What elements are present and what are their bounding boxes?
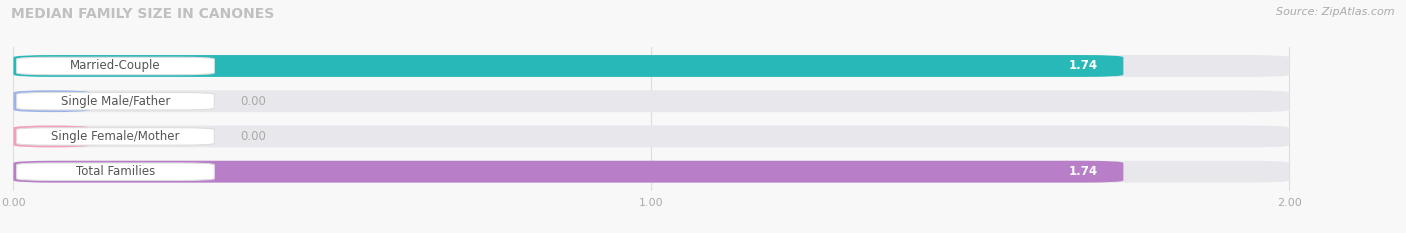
FancyBboxPatch shape (14, 161, 1289, 183)
Text: Single Female/Mother: Single Female/Mother (51, 130, 180, 143)
FancyBboxPatch shape (17, 57, 214, 75)
Text: Single Male/Father: Single Male/Father (60, 95, 170, 108)
FancyBboxPatch shape (14, 90, 90, 112)
FancyBboxPatch shape (14, 161, 1123, 183)
FancyBboxPatch shape (17, 128, 214, 145)
FancyBboxPatch shape (14, 55, 1123, 77)
FancyBboxPatch shape (17, 163, 214, 180)
Text: 0.00: 0.00 (240, 130, 266, 143)
Text: Source: ZipAtlas.com: Source: ZipAtlas.com (1277, 7, 1395, 17)
FancyBboxPatch shape (14, 55, 1289, 77)
FancyBboxPatch shape (14, 126, 90, 147)
Text: 1.74: 1.74 (1069, 59, 1098, 72)
Text: Total Families: Total Families (76, 165, 155, 178)
Text: Married-Couple: Married-Couple (70, 59, 160, 72)
FancyBboxPatch shape (14, 90, 1289, 112)
Text: 1.74: 1.74 (1069, 165, 1098, 178)
Text: MEDIAN FAMILY SIZE IN CANONES: MEDIAN FAMILY SIZE IN CANONES (11, 7, 274, 21)
Text: 0.00: 0.00 (240, 95, 266, 108)
FancyBboxPatch shape (14, 126, 1289, 147)
FancyBboxPatch shape (17, 93, 214, 110)
